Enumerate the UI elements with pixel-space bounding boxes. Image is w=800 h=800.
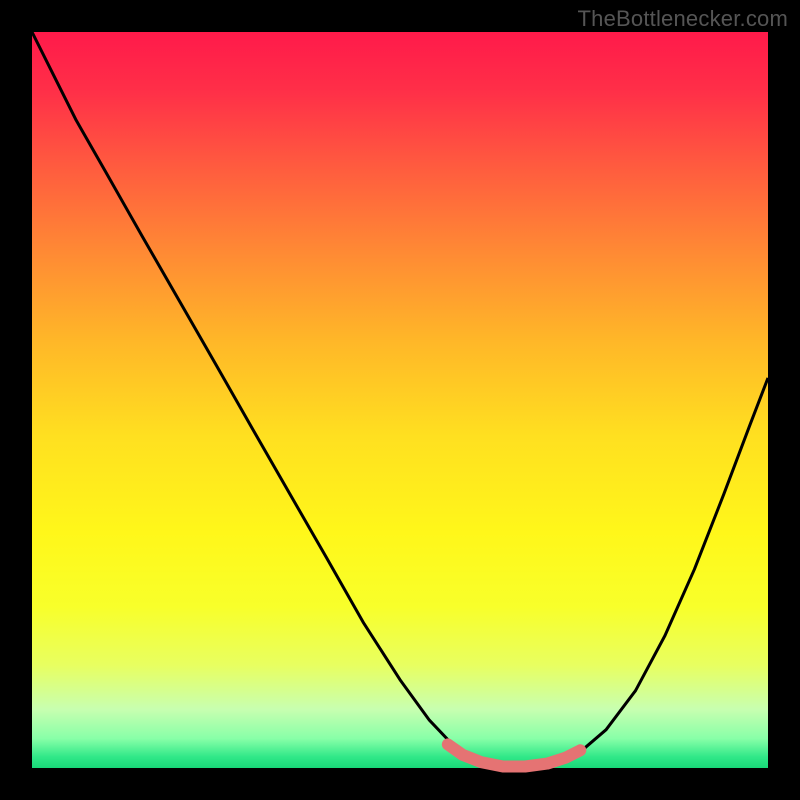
chart-container: TheBottlenecker.com — [0, 0, 800, 800]
chart-svg — [0, 0, 800, 800]
watermark-text: TheBottlenecker.com — [578, 6, 788, 32]
plot-background — [32, 32, 768, 768]
